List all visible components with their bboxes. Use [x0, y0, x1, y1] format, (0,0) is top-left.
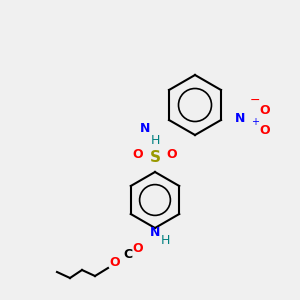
Text: O: O	[110, 256, 120, 268]
Text: −: −	[250, 94, 260, 106]
Text: N: N	[150, 226, 160, 238]
Text: N: N	[140, 122, 150, 134]
Text: H: H	[150, 134, 160, 146]
Text: C: C	[123, 248, 133, 262]
Text: +: +	[251, 117, 259, 127]
Text: O: O	[133, 148, 143, 161]
Text: O: O	[133, 242, 143, 254]
Text: H: H	[160, 233, 170, 247]
Text: N: N	[235, 112, 245, 124]
Text: O: O	[260, 124, 270, 136]
Text: O: O	[167, 148, 177, 161]
Text: S: S	[149, 151, 161, 166]
Text: O: O	[260, 103, 270, 116]
